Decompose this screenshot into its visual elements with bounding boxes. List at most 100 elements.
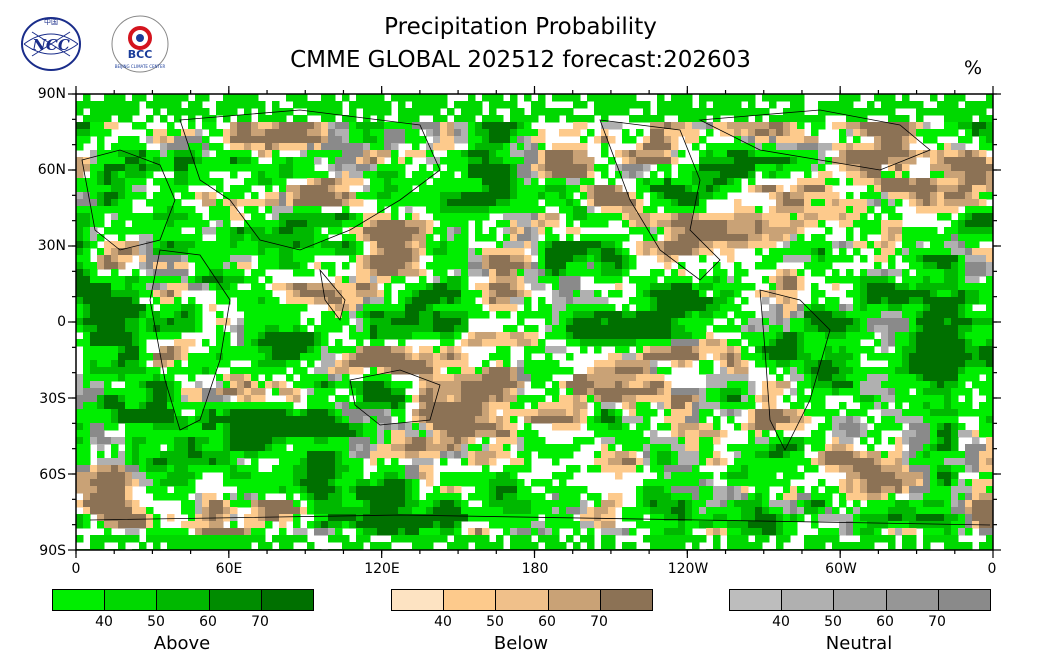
map-cell [181,178,189,186]
map-cell [671,101,679,109]
map-cell [118,388,126,396]
map-cell [454,360,462,368]
map-cell [426,297,434,305]
map-cell [699,255,707,263]
map-cell [83,136,91,144]
map-cell [104,248,112,256]
map-cell [237,136,245,144]
map-cell [776,360,784,368]
map-cell [307,164,315,172]
map-cell [797,311,805,319]
map-cell [272,171,280,179]
map-cell [293,171,301,179]
map-cell [321,297,329,305]
map-cell [237,143,245,151]
map-cell [517,318,525,326]
map-cell [524,220,532,228]
map-cell [524,206,532,214]
map-cell [433,157,441,165]
map-cell [685,115,693,123]
map-cell [433,178,441,186]
map-cell [237,353,245,361]
map-cell [601,150,609,158]
map-cell [853,283,861,291]
map-cell [573,178,581,186]
map-cell [167,164,175,172]
map-cell [755,150,763,158]
map-cell [125,416,133,424]
map-cell [202,227,210,235]
map-cell [860,311,868,319]
map-cell [426,402,434,410]
map-cell [209,129,217,137]
map-cell [125,213,133,221]
map-cell [426,311,434,319]
map-cell [629,199,637,207]
map-cell [755,332,763,340]
map-cell [146,318,154,326]
map-cell [489,332,497,340]
map-cell [482,206,490,214]
map-cell [265,304,273,312]
map-cell [860,402,868,410]
map-cell [748,213,756,221]
map-cell [601,388,609,396]
map-cell [510,409,518,417]
map-cell [286,136,294,144]
map-cell [496,262,504,270]
map-cell [986,402,993,410]
map-cell [566,94,574,102]
map-cell [678,283,686,291]
map-cell [671,192,679,200]
map-cell [90,367,98,375]
map-cell [664,185,672,193]
map-cell [979,353,987,361]
map-cell [979,381,987,389]
map-cell [468,185,476,193]
map-cell [384,248,392,256]
map-cell [811,122,819,130]
map-cell [699,178,707,186]
map-cell [881,255,889,263]
map-cell [853,388,861,396]
map-cell [776,220,784,228]
map-cell [657,192,665,200]
map-cell [699,150,707,158]
map-cell [944,206,952,214]
map-cell [125,150,133,158]
map-cell [125,192,133,200]
map-cell [111,416,119,424]
map-cell [510,185,518,193]
map-cell [650,367,658,375]
map-cell [986,269,993,277]
map-cell [104,290,112,298]
map-cell [419,409,427,417]
map-cell [839,325,847,333]
map-cell [524,339,532,347]
map-cell [601,276,609,284]
map-cell [97,192,105,200]
map-cell [321,199,329,207]
map-cell [195,388,203,396]
map-cell [405,353,413,361]
map-cell [783,269,791,277]
map-cell [328,297,336,305]
map-cell [76,402,84,410]
map-cell [832,374,840,382]
map-cell [825,353,833,361]
map-cell [587,325,595,333]
map-cell [643,381,651,389]
map-cell [244,206,252,214]
map-cell [181,325,189,333]
map-cell [356,346,364,354]
map-cell [335,339,343,347]
map-cell [202,241,210,249]
map-cell [888,367,896,375]
map-cell [909,248,917,256]
map-cell [706,402,714,410]
map-cell [769,332,777,340]
map-cell [622,374,630,382]
map-cell [930,367,938,375]
map-cell [489,157,497,165]
map-cell [174,241,182,249]
